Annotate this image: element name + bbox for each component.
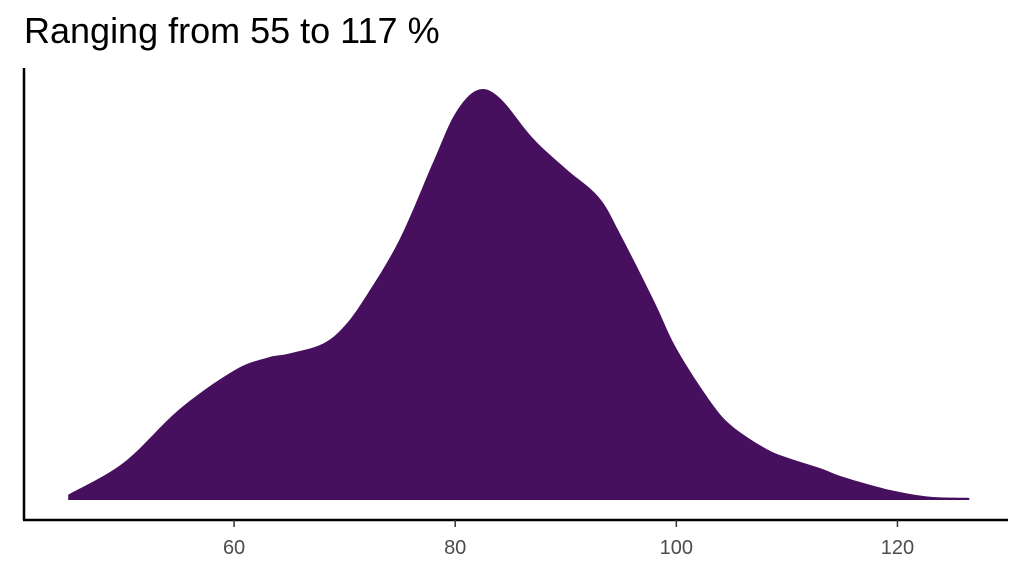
x-tick-label: 100	[660, 537, 693, 559]
chart-title: Ranging from 55 to 117 %	[24, 10, 440, 51]
x-tick-label: 80	[444, 537, 466, 559]
x-tick-label: 60	[223, 537, 245, 559]
x-axis-ticks: 60 80 100 120	[223, 520, 914, 559]
x-tick-label: 120	[881, 537, 914, 559]
density-area	[68, 89, 970, 500]
